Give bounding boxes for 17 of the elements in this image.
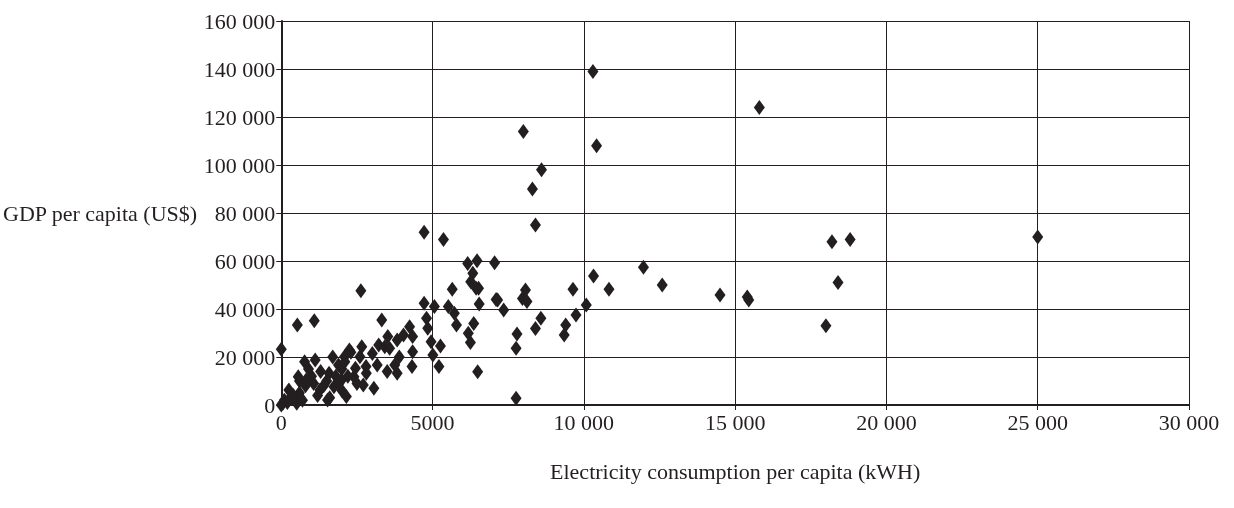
y-tick-label: 120 000 xyxy=(203,104,276,130)
y-tick-label: 140 000 xyxy=(203,56,276,82)
y-tick-label: 80 000 xyxy=(214,200,276,226)
y-tick-label: 20 000 xyxy=(214,344,276,370)
x-tick-label: 25 000 xyxy=(1007,409,1068,435)
y-tick-label: 160 000 xyxy=(203,8,276,34)
x-axis-title: Electricity consumption per capita (kWH) xyxy=(550,458,921,484)
y-tick-label: 40 000 xyxy=(214,296,276,322)
x-tick-label: 5000 xyxy=(410,409,455,435)
y-tick-label: 0 xyxy=(264,392,276,418)
x-tick-label: 30 000 xyxy=(1158,409,1220,435)
y-tick-label: 100 000 xyxy=(203,152,276,178)
x-tick-label: 20 000 xyxy=(856,409,917,435)
x-tick-label: 15 000 xyxy=(704,409,766,435)
y-axis-title: GDP per capita (US$) xyxy=(3,200,198,226)
x-tick-label: 10 000 xyxy=(553,409,615,435)
y-tick-label: 60 000 xyxy=(214,248,276,274)
